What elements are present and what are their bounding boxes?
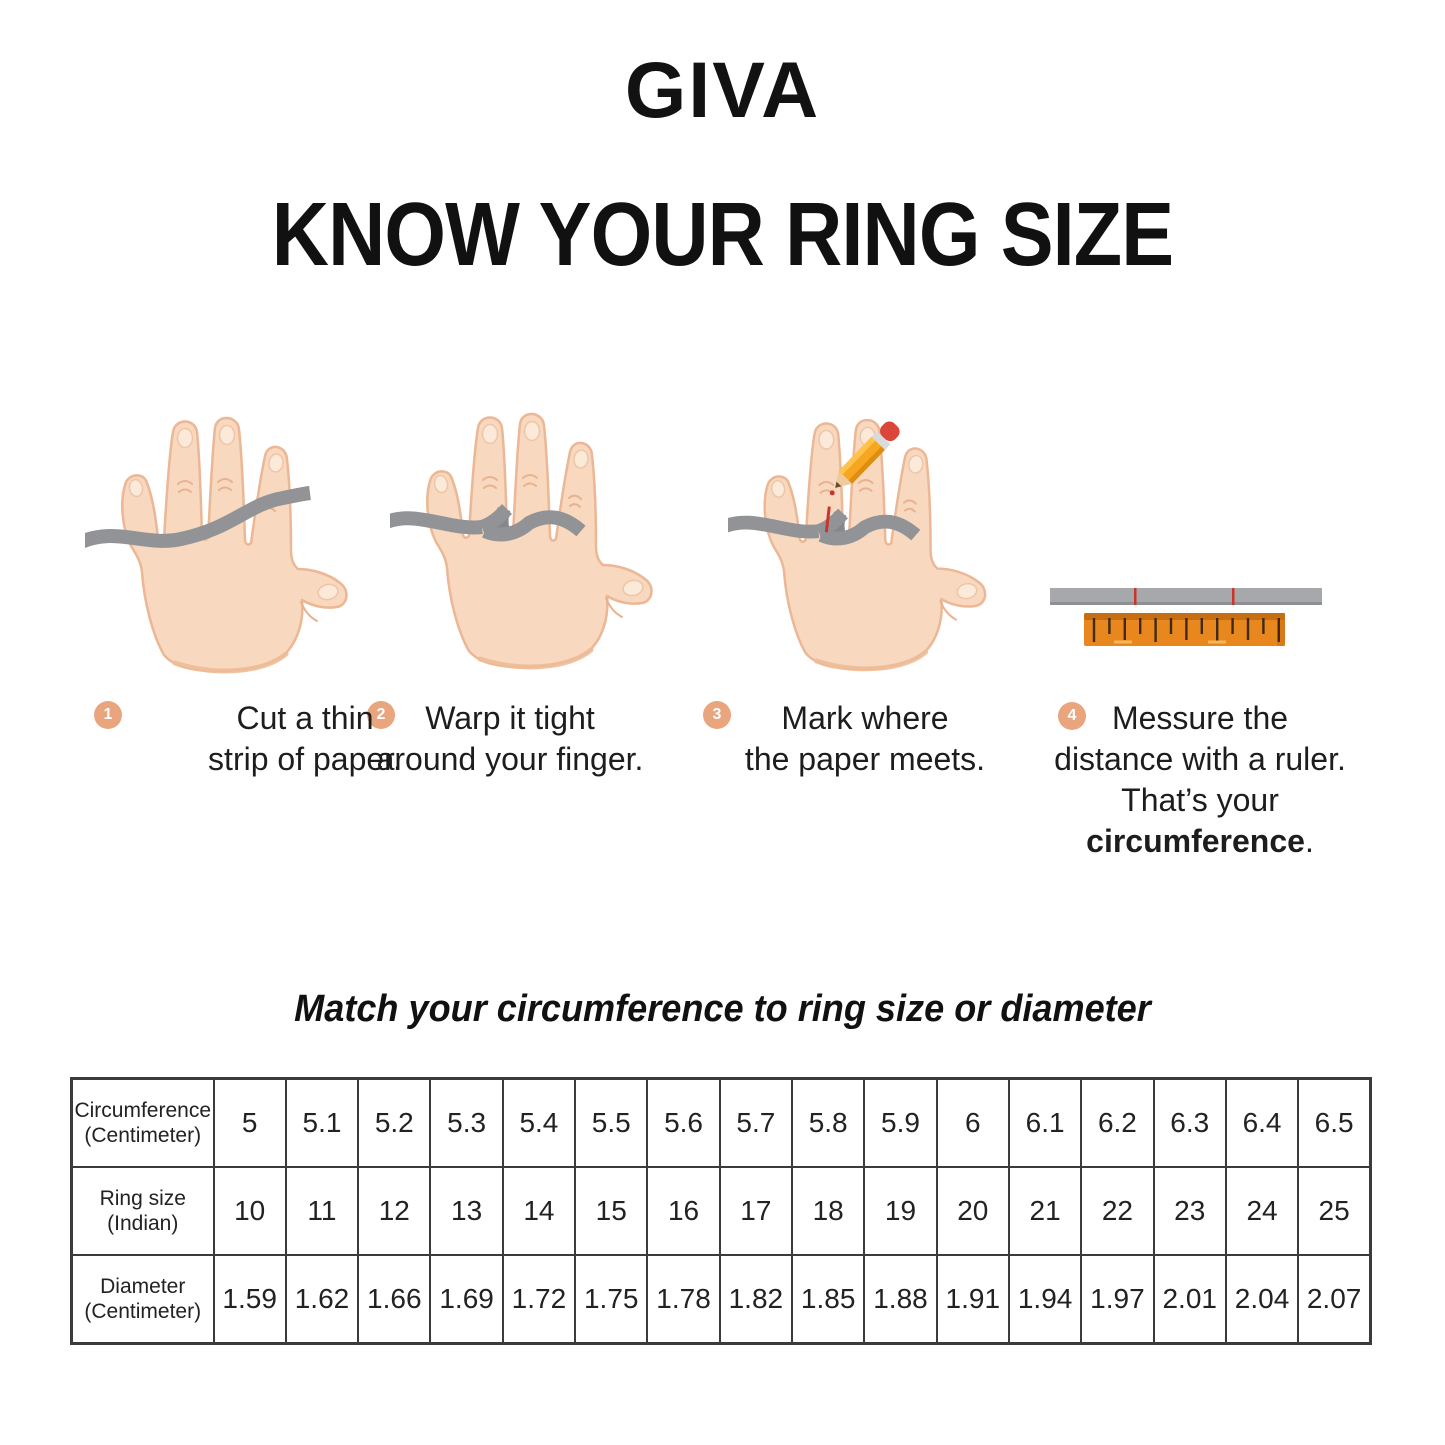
table-cell: 19 xyxy=(863,1166,938,1256)
table-cell: 6.5 xyxy=(1297,1077,1372,1168)
table-cell: 5 xyxy=(212,1077,287,1168)
table-cell: 6.1 xyxy=(1007,1077,1083,1168)
table-cell: 1.59 xyxy=(212,1254,287,1345)
table-cell: 11 xyxy=(284,1166,360,1256)
table-cell: 1.66 xyxy=(357,1254,432,1345)
table-cell: 1.88 xyxy=(863,1254,938,1345)
step-3-number-badge: 3 xyxy=(703,701,731,729)
table-cell: 5.5 xyxy=(574,1077,649,1168)
table-cell: 1.85 xyxy=(790,1254,866,1345)
table-cell: 13 xyxy=(429,1166,504,1256)
table-cell: 2.04 xyxy=(1224,1254,1300,1345)
table-cell: 5.7 xyxy=(718,1077,794,1168)
step-2-number-badge: 2 xyxy=(367,701,395,729)
row-header-cell: Diameter (Centimeter) xyxy=(70,1254,215,1345)
ring-size-table-body: Circumference (Centimeter) 5 5.1 5.2 5.3 5.4 5.… xyxy=(70,1077,1372,1345)
table-cell: 5.9 xyxy=(863,1077,938,1168)
table-cell: 1.69 xyxy=(429,1254,504,1345)
hand-with-paper-strip-illustration xyxy=(85,392,385,692)
row-header-cell: Ring size (Indian) xyxy=(70,1166,215,1256)
table-cell: 1.97 xyxy=(1080,1254,1155,1345)
step-4-number-badge: 4 xyxy=(1058,702,1086,730)
step-3-caption: Mark where the paper meets. xyxy=(715,698,1015,780)
table-cell: 23 xyxy=(1152,1166,1227,1256)
table-cell: 5.2 xyxy=(357,1077,432,1168)
table-cell: 5.3 xyxy=(429,1077,504,1168)
caption-line: Warp it tight xyxy=(425,700,595,736)
step-2-caption: Warp it tight around your finger. xyxy=(360,698,660,780)
table-cell: 18 xyxy=(790,1166,866,1256)
hand-strip-wrapped-illustration xyxy=(390,388,690,688)
table-row: Diameter (Centimeter) 1.59 1.62 1.66 1.69 1.72… xyxy=(70,1254,1372,1345)
table-cell: 1.75 xyxy=(574,1254,649,1345)
caption-line: strip of paper. xyxy=(208,741,402,777)
caption-line: around your finger. xyxy=(376,741,644,777)
table-cell: 12 xyxy=(357,1166,432,1256)
table-cell: 24 xyxy=(1224,1166,1300,1256)
table-cell: 6 xyxy=(935,1077,1010,1168)
table-cell: 17 xyxy=(718,1166,794,1256)
table-cell: 1.94 xyxy=(1007,1254,1083,1345)
giva-logo: GIVA xyxy=(624,45,821,134)
red-mark-icon xyxy=(824,490,835,533)
table-cell: 5.6 xyxy=(646,1077,721,1168)
table-cell: 5.1 xyxy=(284,1077,360,1168)
row-header-cell: Circumference (Centimeter) xyxy=(70,1077,215,1168)
table-row: Circumference (Centimeter) 5 5.1 5.2 5.3 5.4 5.… xyxy=(70,1077,1372,1168)
table-cell: 1.82 xyxy=(718,1254,794,1345)
table-cell: 16 xyxy=(646,1166,721,1256)
caption-line: That’s your circumference. xyxy=(1086,782,1314,859)
caption-line: the paper meets. xyxy=(744,741,986,777)
step-4-caption: Messure the distance with a ruler. That’… xyxy=(1005,698,1395,862)
ring-size-table: Circumference (Centimeter) 5 5.1 5.2 5.3 5.4 5.… xyxy=(70,1077,1372,1345)
table-cell: 1.78 xyxy=(646,1254,721,1345)
table-cell: 1.91 xyxy=(935,1254,1010,1345)
table-cell: 14 xyxy=(501,1166,577,1256)
table-cell: 10 xyxy=(212,1166,287,1256)
ruler-icon xyxy=(1084,613,1285,646)
table-row: Ring size (Indian) 10 11 12 13 14 15 16 17 18 19 20 2… xyxy=(70,1166,1372,1256)
table-cell: 6.4 xyxy=(1224,1077,1300,1168)
table-subtitle: Match your circumference to ring size or… xyxy=(294,988,1151,1030)
table-cell: 15 xyxy=(574,1166,649,1256)
paper-strip-icon xyxy=(85,486,311,549)
table-cell: 5.4 xyxy=(501,1077,577,1168)
table-cell: 22 xyxy=(1080,1166,1155,1256)
caption-line: distance with a ruler. xyxy=(1054,741,1346,777)
step-1-number-badge: 1 xyxy=(94,701,122,729)
step-1-caption: Cut a thin strip of paper. xyxy=(155,698,455,780)
hand-strip-pencil-illustration xyxy=(728,392,1023,692)
table-cell: 1.62 xyxy=(284,1254,360,1345)
table-cell: 6.3 xyxy=(1152,1077,1227,1168)
measured-strip-icon xyxy=(1050,588,1322,605)
pencil-icon xyxy=(835,421,900,488)
caption-line: Cut a thin xyxy=(236,700,374,736)
table-cell: 21 xyxy=(1007,1166,1083,1256)
table-cell: 20 xyxy=(935,1166,1010,1256)
caption-line: Messure the xyxy=(1111,700,1289,736)
table-cell: 6.2 xyxy=(1080,1077,1155,1168)
table-cell: 1.72 xyxy=(501,1254,577,1345)
page-title: KNOW YOUR RING SIZE xyxy=(271,185,1174,285)
caption-line: Mark where xyxy=(781,700,949,736)
strip-and-ruler-illustration xyxy=(1050,588,1322,646)
table-cell: 2.01 xyxy=(1152,1254,1227,1345)
table-cell: 5.8 xyxy=(790,1077,866,1168)
table-cell: 2.07 xyxy=(1297,1254,1372,1345)
table-cell: 25 xyxy=(1297,1166,1372,1256)
